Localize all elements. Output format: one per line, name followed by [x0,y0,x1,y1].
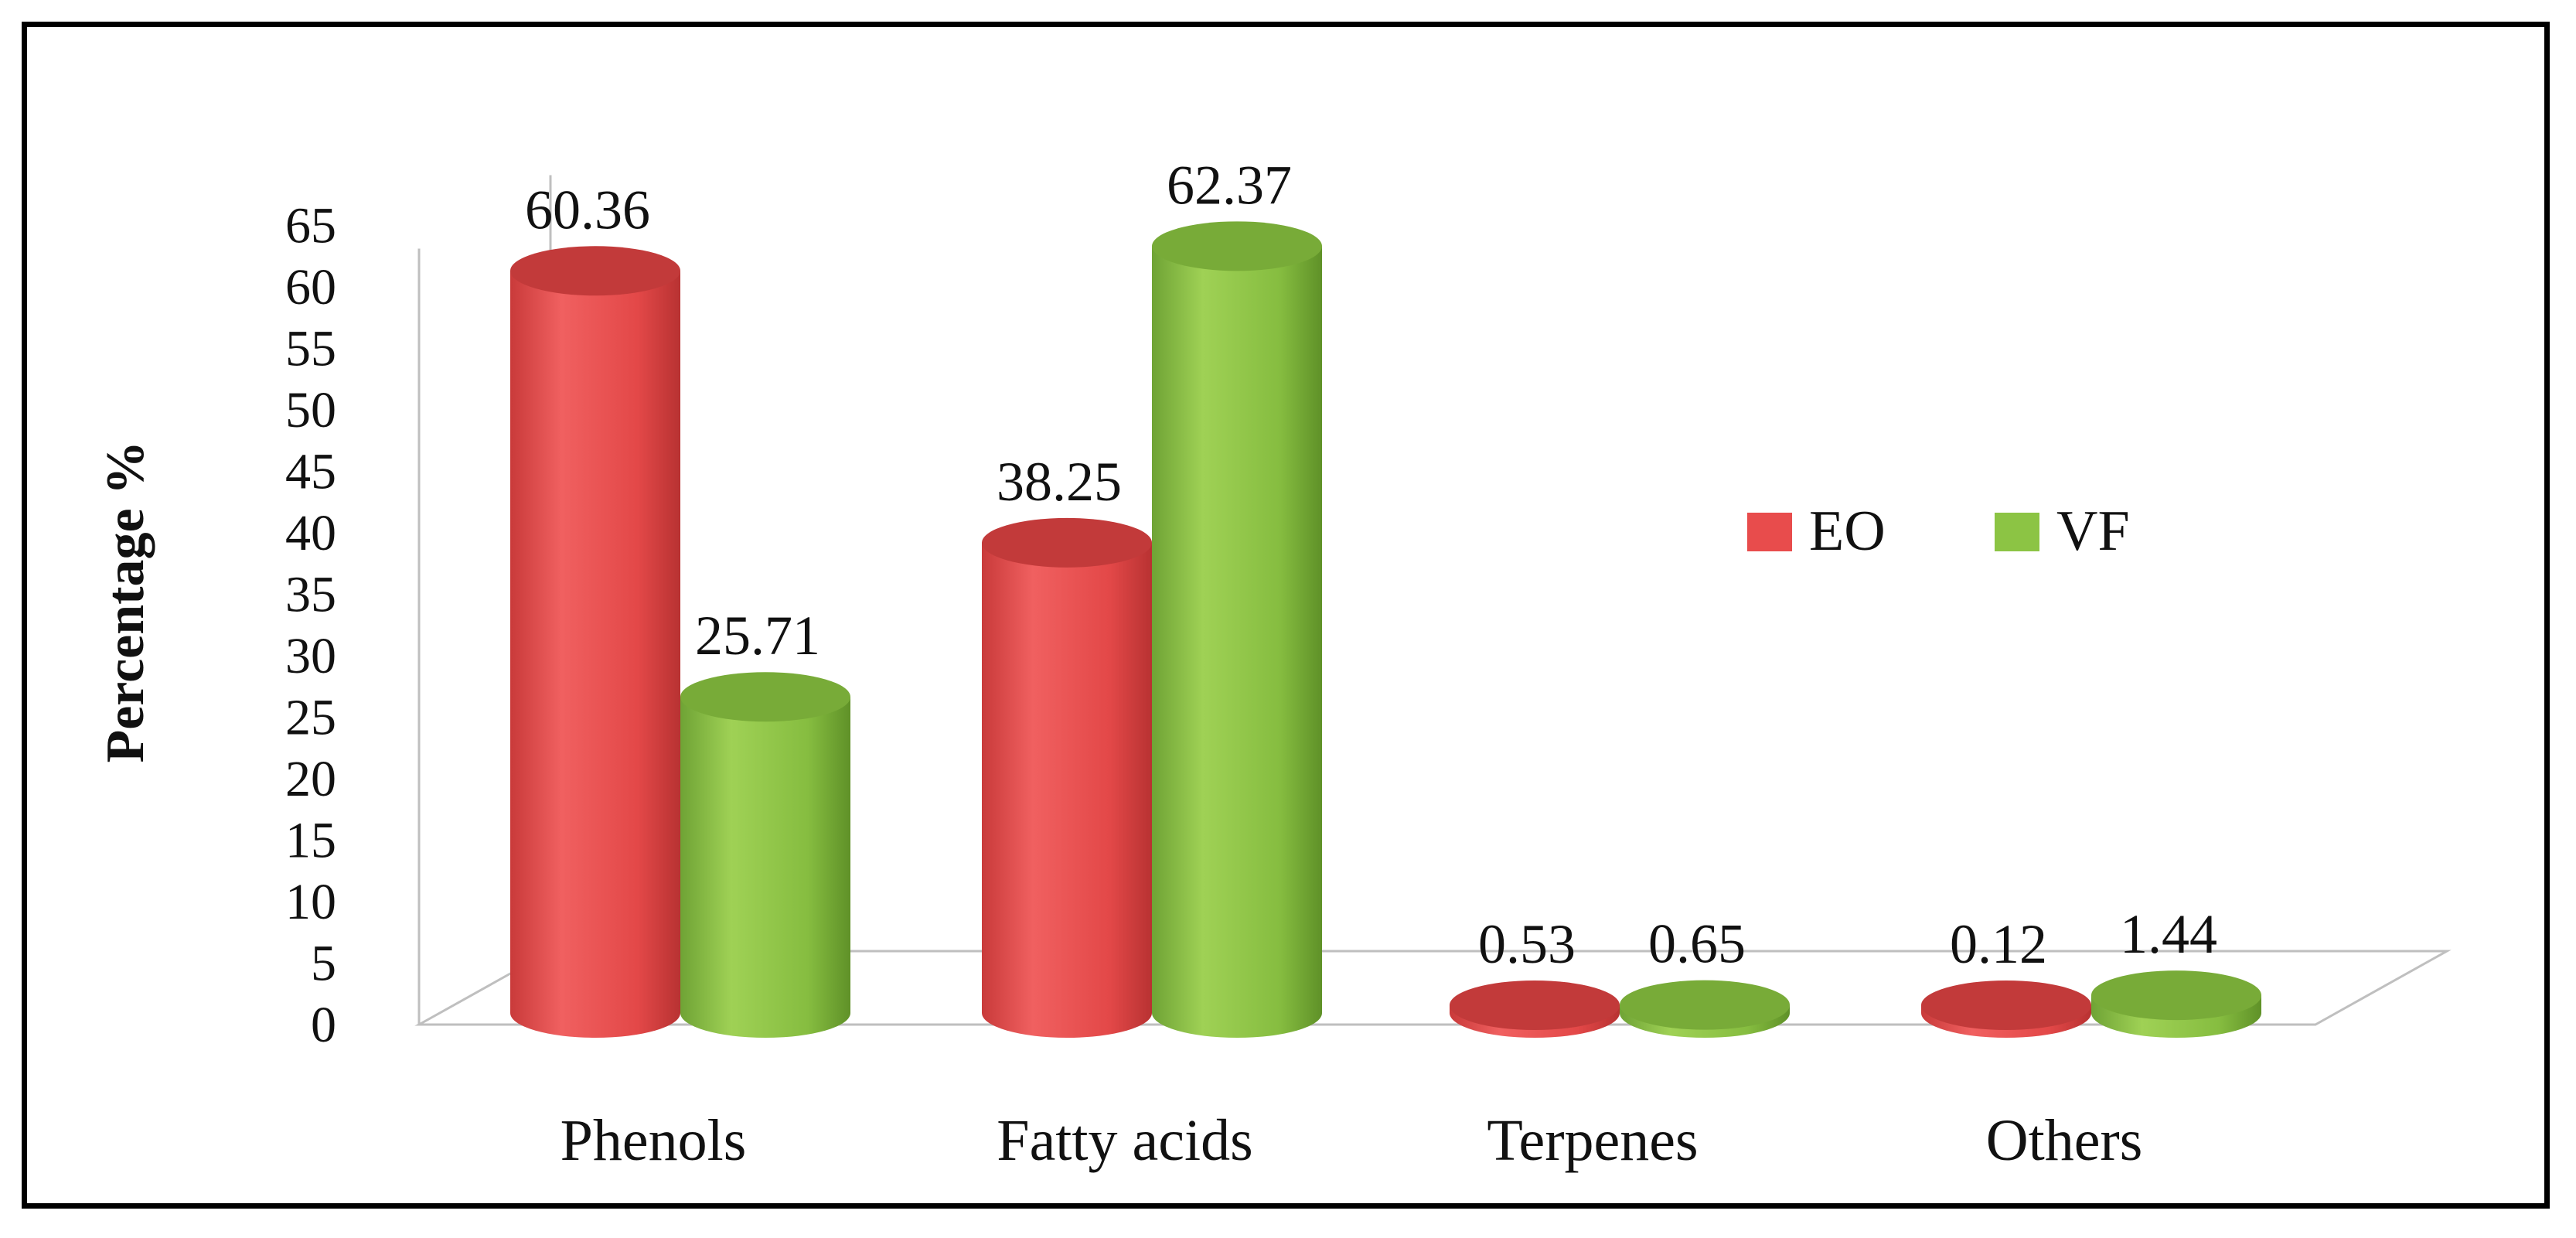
data-labels: 60.36 25.71 38.25 62.37 0.53 0.65 0.12 1.44 [525,154,2217,975]
data-label-eo: 38.25 [997,451,1122,513]
y-tick-label: 35 [285,567,336,623]
bar-eo-phenols [510,246,680,1038]
bar-top [510,246,680,296]
data-label-eo: 60.36 [525,179,650,240]
chart-frame: 0 5 10 15 20 25 30 35 40 45 50 55 60 65 Percentage % Ph… [22,22,2550,1209]
bar-top [2091,970,2261,1021]
y-tick-label: 5 [311,936,336,992]
data-label-vf: 0.65 [1648,913,1746,975]
bar-vf-fatty-acids [1152,221,1322,1038]
y-tick-label: 20 [285,751,336,807]
y-tick-label: 30 [285,628,336,684]
bar-eo-others [1921,981,2091,1038]
bar-top [1620,980,1790,1030]
legend-item-vf: VF [1995,500,2130,563]
bar-vf-phenols [680,672,850,1038]
y-tick-label: 0 [311,997,336,1053]
legend-swatch [1747,513,1792,551]
legend-label: VF [2056,500,2130,563]
legend: EO VF [1747,500,2130,563]
bar-vf-terpenes [1620,980,1790,1038]
data-label-eo: 0.12 [1950,913,2047,975]
bar-top [982,517,1152,568]
bars [510,221,2261,1038]
bar-eo-terpenes [1450,981,1620,1038]
bar-body [510,271,680,1038]
y-tick-label: 60 [285,259,336,315]
y-tick-label: 15 [285,813,336,869]
y-tick-label: 40 [285,505,336,561]
bar-top [1921,981,2091,1030]
bar-body [982,542,1152,1038]
legend-swatch [1995,513,2039,551]
bar-top [1152,221,1322,271]
x-category-label: Fatty acids [997,1108,1252,1173]
bar-vf-others [2091,970,2261,1038]
y-tick-label: 65 [285,198,336,254]
data-label-vf: 62.37 [1167,154,1292,216]
data-label-vf: 25.71 [695,605,820,667]
data-label-vf: 1.44 [2120,903,2217,965]
y-tick-label: 55 [285,321,336,377]
x-category-label: Phenols [561,1108,747,1173]
bar-eo-fatty-acids [982,517,1152,1038]
x-category-label: Terpenes [1487,1108,1698,1173]
x-category-label: Others [1986,1108,2143,1173]
data-label-eo: 0.53 [1478,913,1576,975]
bar-body [1152,246,1322,1038]
bar-top [1450,981,1620,1030]
y-tick-label: 50 [285,382,336,438]
bar-body [680,697,850,1038]
legend-label: EO [1809,500,1886,563]
y-axis-title: Percentage % [96,441,155,763]
y-tick-label: 10 [285,874,336,930]
legend-item-eo: EO [1747,500,1886,563]
y-tick-label: 45 [285,444,336,500]
bar-top [680,672,850,722]
y-tick-label: 25 [285,690,336,746]
